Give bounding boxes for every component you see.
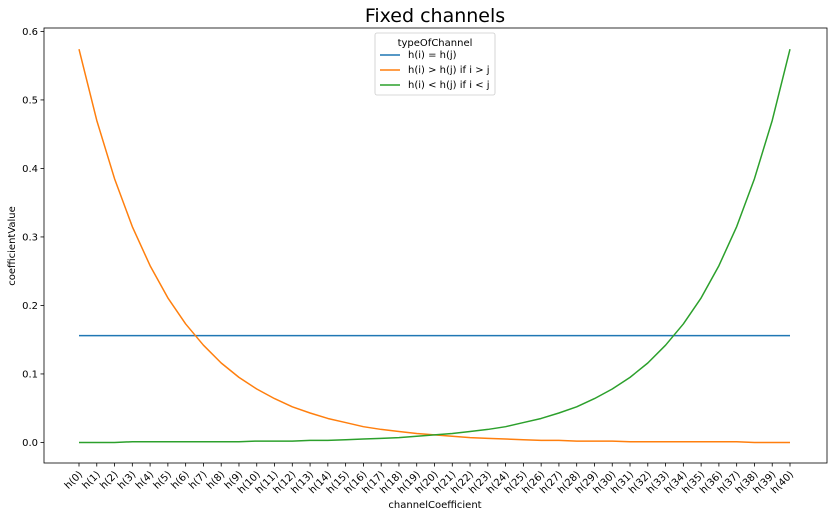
x-tick-label: h(0) [63, 469, 85, 491]
legend-label-3: h(i) < h(j) if i < j [408, 80, 490, 91]
legend-label-2: h(i) > h(j) if i > j [408, 65, 490, 76]
x-axis-label: channelCoefficient [388, 500, 481, 511]
chart-title: Fixed channels [365, 5, 505, 27]
y-tick-label: 0.4 [22, 164, 38, 175]
y-axis-label: coefficientValue [7, 206, 18, 286]
y-tick-label: 0.1 [22, 369, 38, 380]
x-tick-label: h(8) [205, 469, 227, 491]
legend: typeOfChannel h(i) = h(j) h(i) > h(j) if … [374, 32, 496, 96]
legend-box [374, 32, 496, 96]
series-line-2 [78, 49, 790, 444]
series-lines [78, 49, 791, 444]
x-tick-label: h(7) [187, 469, 209, 491]
x-tick-label: h(6) [169, 469, 191, 491]
legend-title: typeOfChannel [398, 38, 473, 49]
plot-frame [43, 27, 828, 464]
series-line-3 [79, 49, 791, 444]
legend-items: h(i) = h(j) h(i) > h(j) if i > j h(i) < h(… [380, 50, 490, 91]
y-tick-label: 0.6 [22, 27, 38, 38]
x-tick-label: h(2) [98, 469, 120, 491]
y-tick-label: 0.3 [22, 232, 38, 243]
y-tick-label: 0.0 [22, 438, 38, 449]
x-tick-label: h(4) [134, 469, 156, 491]
x-axis: h(0)h(1)h(2)h(3)h(4)h(5)h(6)h(7)h(8)h(9)… [63, 463, 796, 496]
x-tick-label: h(1) [81, 469, 103, 491]
x-tick-label: h(5) [152, 469, 174, 491]
y-tick-label: 0.2 [22, 301, 38, 312]
x-tick-label: h(3) [116, 469, 138, 491]
y-axis: 0.0 0.1 0.2 0.3 0.4 0.5 0.6 [22, 27, 44, 449]
legend-label-1: h(i) = h(j) [408, 50, 457, 61]
plot-area [43, 27, 828, 464]
y-tick-label: 0.5 [22, 95, 38, 106]
